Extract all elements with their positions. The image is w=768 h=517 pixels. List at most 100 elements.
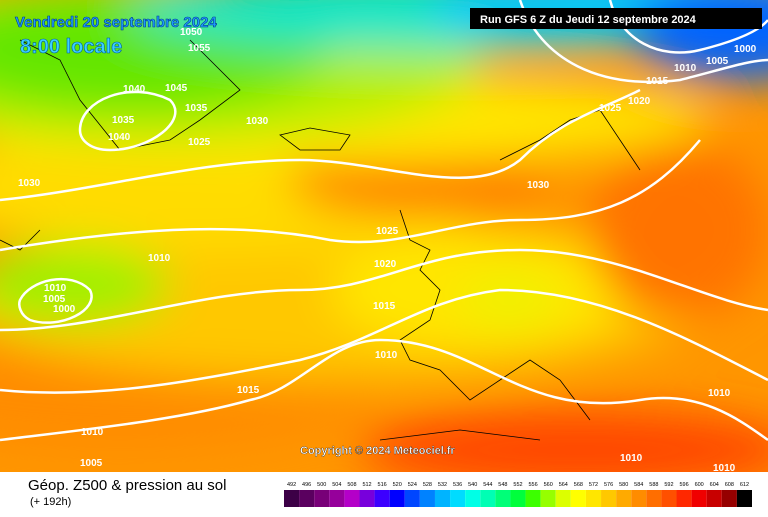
scale-label: 588	[649, 482, 658, 488]
scale-label: 532	[438, 482, 447, 488]
scale-label: 548	[498, 482, 507, 488]
isobar-label: 1020	[374, 259, 397, 270]
isobar-label: 1015	[373, 301, 396, 312]
scale-swatch	[434, 490, 451, 507]
scale-swatch	[404, 490, 420, 507]
scale-label: 572	[589, 482, 598, 488]
scale-swatch	[495, 490, 511, 507]
scale-swatch	[676, 490, 692, 507]
scale-swatch	[706, 490, 722, 507]
isobar-label: 1010	[620, 453, 643, 464]
isobar-label: 1025	[188, 137, 211, 148]
scale-label: 576	[604, 482, 613, 488]
scale-label: 508	[347, 482, 356, 488]
scale-label: 580	[619, 482, 628, 488]
scale-swatch	[344, 490, 360, 507]
scale-swatch	[540, 490, 556, 507]
scale-label: 504	[332, 482, 341, 488]
date: Vendredi 20 septembre 2024	[15, 14, 217, 31]
scale-swatch	[389, 490, 405, 507]
scale-label: 540	[468, 482, 477, 488]
scale-swatch	[736, 490, 752, 507]
isobar-label: 1040	[108, 132, 131, 143]
scale-swatch	[299, 490, 315, 507]
scale-label: 612	[740, 482, 749, 488]
scale-swatch	[480, 490, 496, 507]
isobar-label: 1045	[165, 83, 188, 94]
scale-label: 596	[679, 482, 688, 488]
isobar-label: 1005	[706, 56, 729, 67]
isobar-label: 1005	[43, 294, 66, 305]
isobar-label: 1010	[81, 427, 104, 438]
isobar-label: 1015	[237, 385, 260, 396]
scale-label: 568	[574, 482, 583, 488]
scale-swatch	[661, 490, 677, 507]
scale-swatch	[510, 490, 526, 507]
isobar-label: 1010	[708, 388, 731, 399]
scale-swatch	[585, 490, 602, 507]
time: 8:00 locale	[20, 36, 122, 58]
copyright: Copyright © 2024 Meteociel.fr	[300, 445, 456, 457]
scale-label: 524	[408, 482, 417, 488]
isobar-label: 1025	[376, 226, 399, 237]
footer-subtitle: (+ 192h)	[30, 496, 71, 508]
isobar-label: 1000	[734, 44, 757, 55]
isobars	[0, 0, 768, 442]
scale-swatch	[419, 490, 435, 507]
scale-swatch	[314, 490, 330, 507]
scale-swatch	[450, 490, 466, 507]
scale-label: 608	[725, 482, 734, 488]
scale-swatch	[359, 490, 375, 507]
scale-label: 560	[544, 482, 553, 488]
isobar-label: 1010	[375, 350, 398, 361]
isobar-label: 1020	[628, 96, 651, 107]
scale-label: 492	[287, 482, 296, 488]
scale-label: 528	[423, 482, 432, 488]
isobar-labels: 1050 1055 1045 1040 1035 1035 1040 1025 1030 1030…	[18, 27, 757, 474]
isobar-label: 1010	[713, 463, 736, 474]
isobar-label: 1010	[148, 253, 171, 264]
scale-label: 544	[483, 482, 492, 488]
scale-label: 592	[664, 482, 673, 488]
isobar-label: 1035	[112, 115, 135, 126]
isobar-label: 1055	[188, 43, 211, 54]
run-box	[470, 8, 762, 29]
scale-swatch	[465, 490, 481, 507]
scale-swatch	[555, 490, 571, 507]
scale-label: 496	[302, 482, 311, 488]
scale-label: 564	[559, 482, 568, 488]
scale-swatch	[374, 490, 390, 507]
scale-swatch	[616, 490, 632, 507]
scale-swatch	[284, 490, 300, 507]
scale-swatch	[721, 490, 737, 507]
scale-label: 604	[710, 482, 719, 488]
scale-label: 520	[393, 482, 402, 488]
isobar-label: 1005	[80, 458, 103, 469]
scale-swatch	[601, 490, 617, 507]
isobar-label: 1000	[53, 304, 76, 315]
isobar-label: 1030	[18, 178, 41, 189]
scale-label: 516	[378, 482, 387, 488]
scale-swatch	[646, 490, 662, 507]
scale-swatch	[525, 490, 541, 507]
scale-swatch	[631, 490, 647, 507]
scale-swatch	[570, 490, 586, 507]
scale-swatch	[329, 490, 345, 507]
scale-label: 552	[513, 482, 522, 488]
scale-label: 500	[317, 482, 326, 488]
isobar-label: 1010	[674, 63, 697, 74]
scale-label: 536	[453, 482, 462, 488]
scale-label: 512	[362, 482, 371, 488]
scale-label: 556	[529, 482, 538, 488]
color-scale: 492 496 500 504 508 512 516 520 524 528 532 536 540 5…	[284, 482, 752, 507]
scale-label: 584	[634, 482, 643, 488]
isobar-label: 1050	[180, 27, 203, 38]
run-info: Run GFS 6 Z du Jeudi 12 septembre 2024	[480, 14, 697, 26]
scale-swatch	[691, 490, 707, 507]
isobar-label: 1025	[599, 103, 622, 114]
scale-label: 600	[695, 482, 704, 488]
isobar-label: 1040	[123, 84, 146, 95]
isobar-label: 1030	[246, 116, 269, 127]
isobar-label: 1035	[185, 103, 208, 114]
footer-title: Géop. Z500 & pression au sol	[28, 477, 226, 494]
